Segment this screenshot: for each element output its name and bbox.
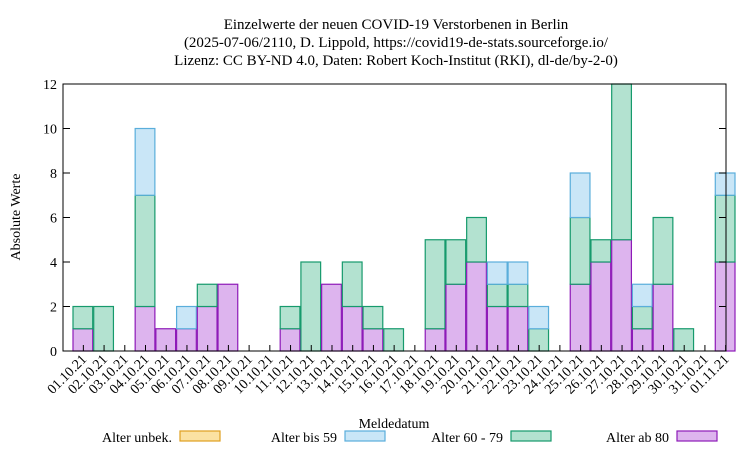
bar-segment — [175, 305, 197, 330]
bar-segment — [486, 305, 508, 352]
bar-segment — [569, 283, 591, 352]
bar-segment — [507, 305, 529, 352]
bar-segment — [714, 172, 736, 196]
bar-segment — [196, 305, 218, 352]
bar-segment — [652, 283, 674, 352]
bar-segment — [445, 239, 467, 285]
bar-segment — [341, 305, 363, 352]
bar-segment — [631, 305, 653, 330]
y-tick-label: 6 — [50, 212, 57, 227]
bar-segment — [486, 261, 508, 285]
y-tick-label: 12 — [43, 78, 57, 93]
ticks-layer — [63, 83, 727, 352]
y-tick-label: 2 — [50, 301, 57, 316]
bar-segment — [445, 283, 467, 352]
bar-segment — [611, 239, 633, 352]
bar-segment — [175, 328, 197, 352]
bar-segment — [590, 239, 612, 263]
bar-segment — [507, 283, 529, 308]
bar-segment — [362, 305, 384, 330]
bar-segment — [134, 194, 156, 308]
bar-segment — [341, 261, 363, 308]
bar-segment — [507, 261, 529, 285]
bar-segment — [279, 305, 301, 330]
legend-swatch — [179, 430, 221, 442]
bar-segment — [652, 216, 674, 285]
bar-segment — [217, 283, 239, 352]
legend-label: Alter unbek. — [102, 431, 172, 446]
bars-layer — [72, 83, 736, 352]
bar-segment — [134, 305, 156, 352]
legend-label: Alter 60 - 79 — [431, 431, 503, 446]
legend-label: Alter bis 59 — [271, 431, 337, 446]
bar-segment — [72, 305, 94, 330]
bar-segment — [466, 216, 487, 263]
x-axis-label: Meldedatum — [359, 417, 430, 432]
bar-segment — [321, 283, 342, 352]
bar-segment — [383, 328, 405, 352]
y-axis-label: Absolute Werte — [9, 174, 24, 261]
bar-segment — [134, 127, 156, 196]
bar-segment — [528, 305, 550, 330]
legend-swatch — [344, 430, 386, 442]
y-tick-label: 4 — [50, 256, 57, 271]
chart-title-line-1: Einzelwerte der neuen COVID-19 Verstorbe… — [224, 17, 569, 33]
chart-title-line-2: (2025-07-06/2110, D. Lippold, https://co… — [184, 35, 609, 51]
bar-segment — [714, 194, 736, 263]
plot-frame — [62, 83, 727, 352]
bar-segment — [93, 305, 115, 352]
chart-title: Einzelwerte der neuen COVID-19 Verstorbe… — [174, 17, 618, 69]
bar-segment — [611, 83, 633, 241]
bar-segment — [196, 283, 218, 308]
bar-segment — [590, 261, 612, 352]
legend: Alter unbek. Alter bis 59 Alter 60 - 79 Alt… — [102, 430, 718, 446]
bar-segment — [569, 216, 591, 285]
bar-segment — [300, 261, 322, 352]
bar-segment — [569, 172, 591, 219]
legend-swatch — [676, 430, 718, 442]
legend-label: Alter ab 80 — [606, 431, 669, 446]
bar-segment — [466, 261, 487, 352]
bar-segment — [528, 328, 550, 352]
x-tick-labels: 01.10.2102.10.2103.10.2104.10.2105.10.21… — [45, 352, 733, 397]
chart-title-line-3: Lizenz: CC BY-ND 4.0, Daten: Robert Koch… — [174, 53, 618, 69]
bar-segment — [486, 283, 508, 308]
y-tick-label: 8 — [50, 167, 57, 182]
bar-segment — [362, 328, 384, 352]
bar-segment — [673, 328, 695, 352]
y-tick-label: 10 — [43, 123, 57, 138]
y-tick-labels: 0 2 4 6 8 10 12 — [43, 78, 57, 360]
bar-segment — [631, 283, 653, 308]
y-tick-label: 0 — [50, 345, 57, 360]
legend-swatch — [510, 430, 552, 442]
bar-segment — [424, 239, 446, 330]
